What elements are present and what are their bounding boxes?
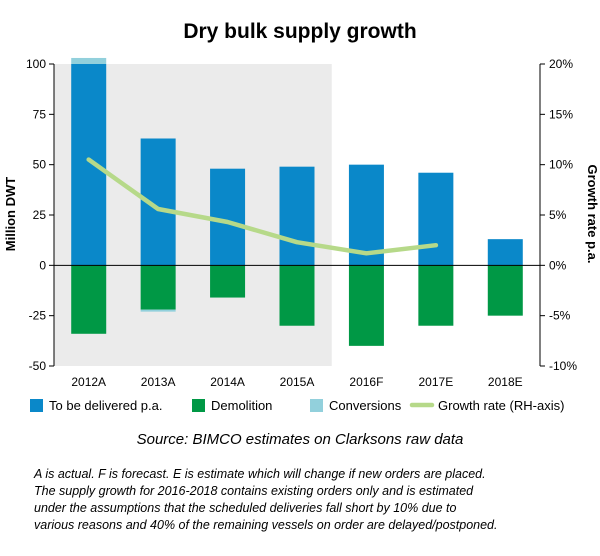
bar-demolition-2017E xyxy=(418,265,454,326)
chart-title: Dry bulk supply growth xyxy=(183,20,416,43)
bar-delivered-2012A xyxy=(71,64,107,266)
y-tick-label: 50 xyxy=(33,158,47,172)
y2-tick-label: -10% xyxy=(549,359,577,373)
x-tick-label: 2012A xyxy=(71,375,106,389)
notes: A is actual. F is forecast. E is estimat… xyxy=(33,467,497,532)
y-axis-title: Million DWT xyxy=(3,177,18,251)
bar-delivered-2016F xyxy=(348,164,384,266)
plot-area: 100 75 50 25 0 -25 -50 20% 15% 10% 5% 0% -5% -10% 2012… xyxy=(26,57,577,389)
legend-label: Conversions xyxy=(329,398,402,413)
y2-tick-label: 5% xyxy=(549,208,567,222)
legend-label: Demolition xyxy=(211,398,272,413)
x-tick-label: 2017E xyxy=(419,375,454,389)
bar-demolition-2012A xyxy=(71,265,107,334)
note-line: The supply growth for 2016-2018 contains… xyxy=(34,484,474,498)
legend-swatch xyxy=(192,399,205,412)
bar-demolition-2015A xyxy=(279,265,315,326)
x-tick-label: 2015A xyxy=(280,375,315,389)
bar-demolition-2016F xyxy=(348,265,384,346)
legend-swatch xyxy=(30,399,43,412)
bar-delivered-2018E xyxy=(487,239,523,266)
y2-tick-label: -5% xyxy=(549,309,571,323)
y-tick-label: -25 xyxy=(29,309,47,323)
bar-demolition-2013A xyxy=(140,265,176,310)
bar-delivered-2014A xyxy=(210,168,246,266)
legend-label: To be delivered p.a. xyxy=(49,398,162,413)
note-line: various reasons and 40% of the remaining… xyxy=(34,518,497,532)
growth-rate-line xyxy=(86,157,439,256)
note-line: A is actual. F is forecast. E is estimat… xyxy=(33,467,486,481)
bar-delivered-2015A xyxy=(279,166,315,266)
y-tick-label: -50 xyxy=(29,359,47,373)
y-tick-label: 0 xyxy=(39,258,46,272)
legend-label: Growth rate (RH-axis) xyxy=(438,398,564,413)
y2-tick-label: 15% xyxy=(549,107,573,121)
source-text: Source: BIMCO estimates on Clarksons raw… xyxy=(137,431,464,448)
legend: To be delivered p.a. Demolition Conversion… xyxy=(30,398,564,413)
bar-conversions-2013A xyxy=(140,309,176,312)
y2-tick-label: 20% xyxy=(549,57,573,71)
bar-demolition-2018E xyxy=(487,265,523,316)
bar-conversions-2012A xyxy=(71,57,107,64)
x-tick-label: 2013A xyxy=(141,375,176,389)
legend-swatch xyxy=(310,399,323,412)
y2-tick-label: 0% xyxy=(549,258,567,272)
note-line: under the assumptions that the scheduled… xyxy=(34,501,457,515)
y-tick-label: 100 xyxy=(26,57,46,71)
y2-tick-label: 10% xyxy=(549,158,573,172)
x-tick-label: 2016F xyxy=(349,375,383,389)
y2-axis-title: Growth rate p.a. xyxy=(585,165,600,264)
x-tick-label: 2014A xyxy=(210,375,245,389)
bar-demolition-2014A xyxy=(210,265,246,298)
x-tick-label: 2018E xyxy=(488,375,523,389)
y-tick-label: 25 xyxy=(33,208,47,222)
bar-delivered-2017E xyxy=(418,172,454,266)
y-tick-label: 75 xyxy=(33,107,47,121)
